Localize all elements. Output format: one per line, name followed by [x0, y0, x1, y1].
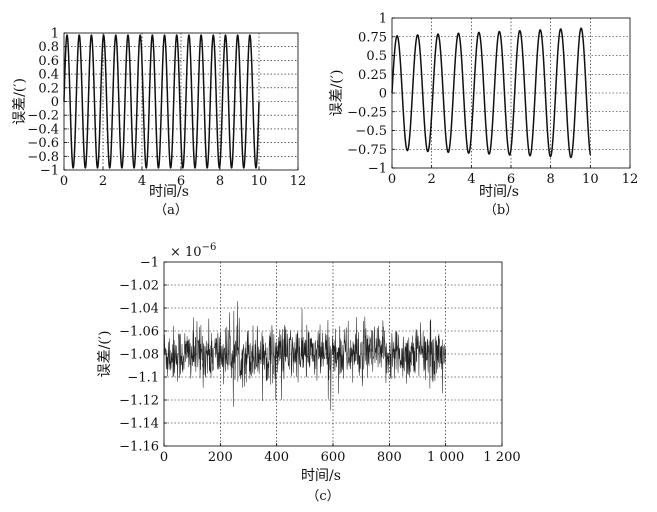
x-tick-label: 800	[377, 450, 402, 465]
x-tick-label: 2	[428, 172, 436, 187]
x-tick-label: 600	[321, 450, 346, 465]
y-tick-label: −1.16	[119, 440, 159, 455]
y-multiplier: × 10−6	[170, 242, 216, 260]
y-tick-label: 0	[51, 95, 59, 110]
x-tick-label: 0	[160, 450, 168, 465]
series-line	[63, 34, 260, 169]
y-tick-label: −1.08	[119, 348, 159, 363]
y-tick-label: −0.4	[27, 122, 59, 137]
y-tick-label: −1.12	[119, 394, 159, 409]
y-tick-label: −0.2	[27, 109, 59, 124]
x-tick-label: 8	[547, 172, 555, 187]
y-tick-label: −1.14	[119, 417, 159, 432]
panel-caption: （b）	[484, 203, 518, 218]
panel-caption: （a）	[154, 203, 188, 218]
y-axis-label: 误差/(′)	[12, 78, 28, 125]
y-tick-label: −0.25	[347, 105, 387, 120]
x-tick-label: 10	[251, 174, 268, 189]
chart-a: 0 2 4 6 8 10 12−1−0.8−0.6−0.4−0.200.20.40.60.8…	[12, 27, 306, 219]
y-tick-label: −1	[40, 164, 59, 179]
x-tick-label: 12	[290, 174, 307, 189]
x-axis-label: 时间/s	[149, 184, 189, 200]
series-line	[163, 301, 446, 411]
y-tick-label: 1	[379, 12, 387, 27]
x-tick-label: 0	[388, 172, 396, 187]
y-tick-label: −0.6	[27, 136, 59, 151]
x-tick-label: 4	[467, 172, 475, 187]
y-tick-label: 0.75	[358, 30, 387, 45]
y-tick-label: −0.8	[27, 150, 59, 165]
y-tick-label: −1	[140, 256, 159, 271]
y-tick-label: 0.25	[358, 68, 387, 83]
chart-b: 0 2 4 6 8 10 12 −1 −0.75 −0.5 −0.25 0 0.25 0.5 0.75 1 时间…	[329, 12, 638, 219]
x-tick-label: 200	[208, 450, 233, 465]
y-tick-label: 0.5	[366, 49, 387, 64]
y-tick-label: −1.1	[127, 371, 159, 386]
chart-c: 0 200 400 600 800 1 000 1 200 −1.16 −1.14 −1.12 −1…	[97, 242, 521, 504]
x-tick-label: 400	[264, 450, 289, 465]
x-tick-label: 8	[216, 174, 224, 189]
x-tick-label: 4	[138, 174, 146, 189]
x-tick-label: 10	[582, 172, 599, 187]
y-tick-label: 0.2	[38, 81, 59, 96]
x-tick-label: 1 200	[483, 450, 520, 465]
y-tick-label: −1.06	[119, 325, 159, 340]
x-axis-label: 时间/s	[479, 184, 519, 200]
y-tick-label: 0.4	[38, 68, 59, 83]
panel-caption: （c）	[306, 489, 339, 504]
x-tick-label: 6	[177, 174, 185, 189]
x-tick-label: 12	[622, 172, 639, 187]
x-tick-label: 2	[99, 174, 107, 189]
x-tick-label: 0	[60, 174, 68, 189]
y-tick-label: −0.5	[355, 124, 387, 139]
y-tick-label: 0.6	[38, 54, 59, 69]
y-tick-label: −0.75	[347, 143, 387, 158]
y-axis-label: 误差/(′)	[97, 331, 113, 378]
y-tick-label: −1	[368, 162, 387, 177]
y-tick-label: 1	[51, 27, 59, 42]
series-line	[391, 27, 592, 159]
y-tick-label: −1.02	[119, 279, 159, 294]
x-tick-label: 1 000	[427, 450, 464, 465]
x-tick-label: 6	[507, 172, 515, 187]
y-tick-label: 0.8	[38, 40, 59, 55]
y-tick-label: 0	[379, 87, 387, 102]
y-axis-label: 误差/(′)	[329, 70, 345, 117]
x-axis-label: 时间/s	[301, 468, 341, 484]
y-tick-label: −1.04	[119, 302, 159, 317]
